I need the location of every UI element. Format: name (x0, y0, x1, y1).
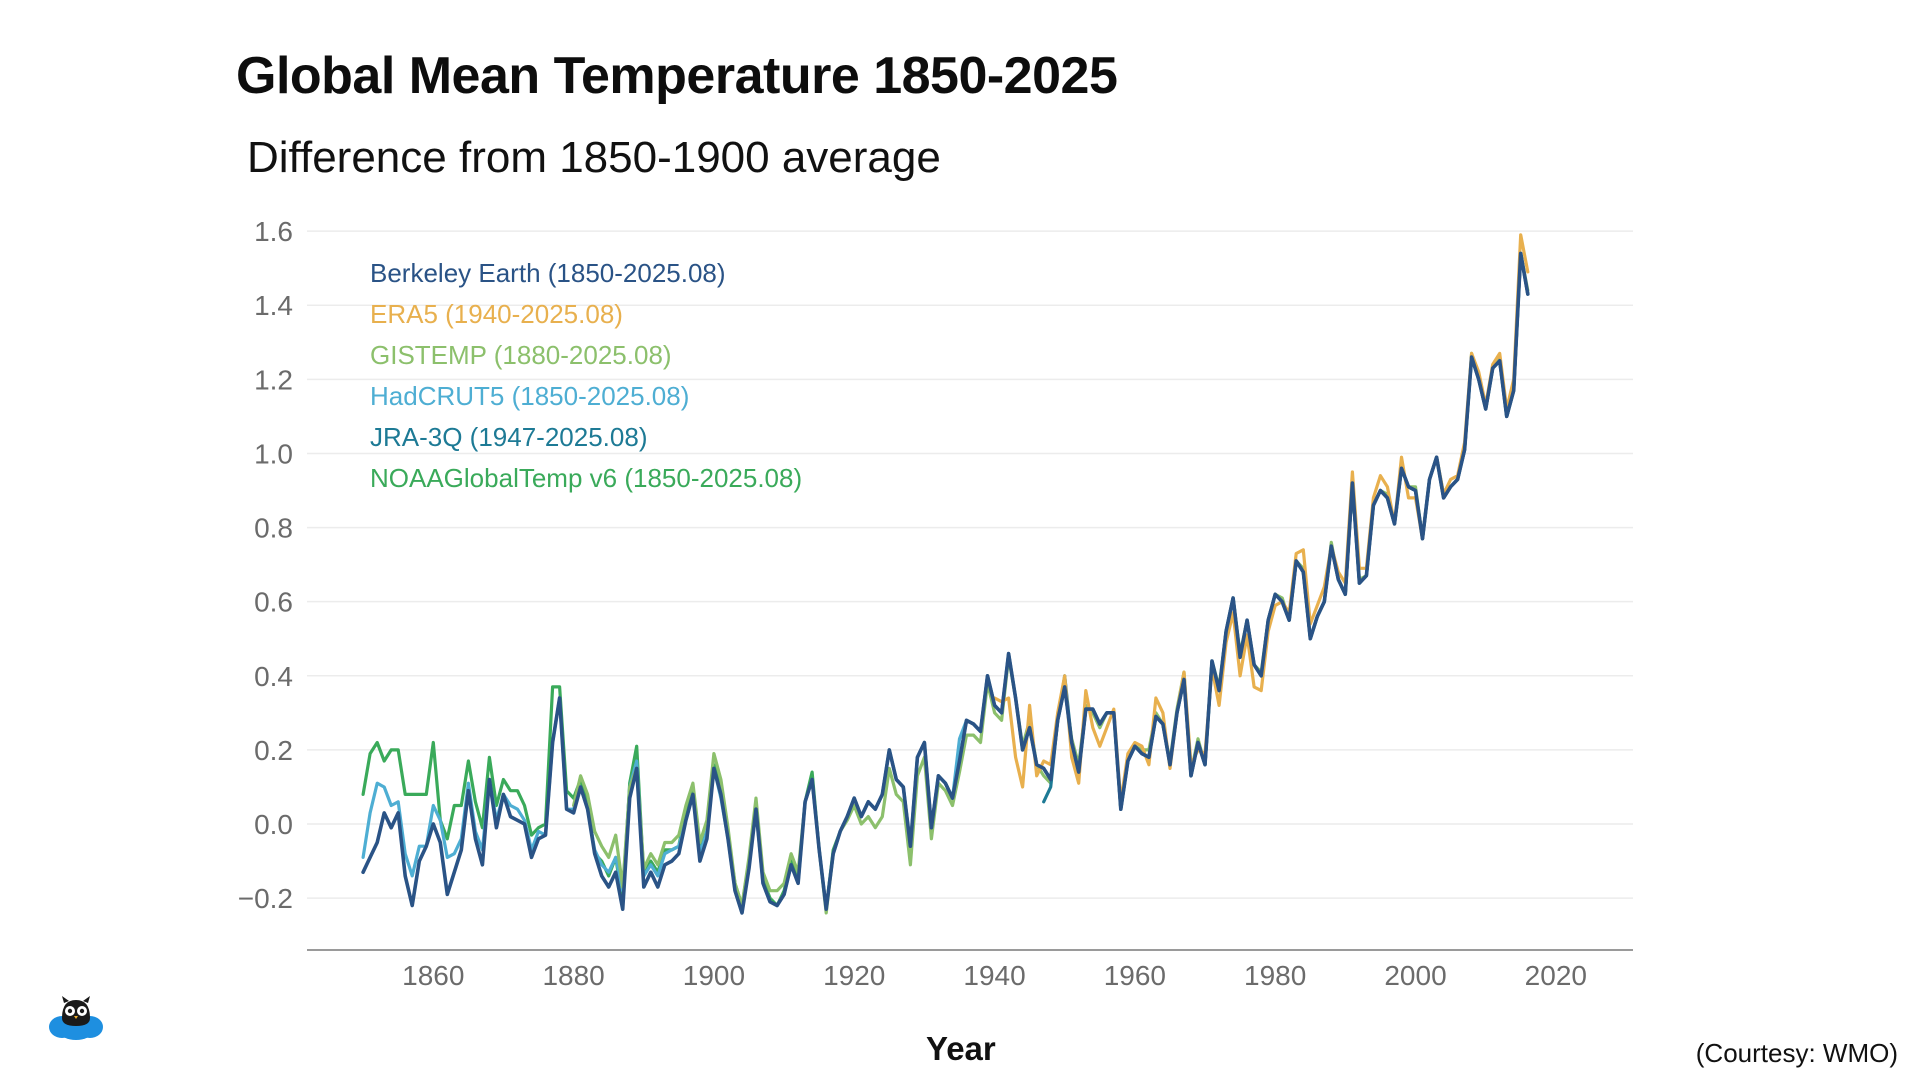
owl-cloud-icon (49, 996, 103, 1040)
series-line (992, 233, 1530, 804)
x-tick-label: 2020 (1525, 960, 1587, 991)
y-tick-label: 1.2 (254, 364, 293, 395)
series-lines (361, 233, 1530, 915)
x-tick-label: 2000 (1384, 960, 1446, 991)
axes: 1.6 1.4 1.2 1.0 0.8 0.6 0.4 0.2 0.0 −0.2 1860 1880 1… (238, 216, 1633, 991)
y-tick-label: 0.2 (254, 735, 293, 766)
y-tick-label: 1.6 (254, 216, 293, 247)
y-tick-label: 1.4 (254, 290, 293, 321)
x-tick-label: 1960 (1104, 960, 1166, 991)
y-tick-label: −0.2 (238, 883, 293, 914)
series-line (571, 251, 1530, 915)
x-tick-label: 1880 (542, 960, 604, 991)
y-tick-label: 0.8 (254, 513, 293, 544)
legend: Berkeley Earth (1850-2025.08) ERA5 (1940-… (370, 258, 802, 493)
y-tick-label: 1.0 (254, 438, 293, 469)
legend-entry: NOAAGlobalTemp v6 (1850-2025.08) (370, 463, 802, 493)
x-tick-label: 1920 (823, 960, 885, 991)
x-axis-label: Year (926, 1030, 996, 1067)
page-title: Global Mean Temperature 1850-2025 (236, 47, 1118, 105)
x-tick-label: 1940 (963, 960, 1025, 991)
legend-entry: GISTEMP (1880-2025.08) (370, 340, 672, 370)
gridlines (307, 230, 1633, 899)
x-tick-label: 1860 (402, 960, 464, 991)
y-tick-label: 0.4 (254, 661, 293, 692)
credit-text: (Courtesy: WMO) (1695, 1038, 1898, 1068)
x-tick-label: 1900 (683, 960, 745, 991)
legend-entry: Berkeley Earth (1850-2025.08) (370, 258, 726, 288)
page-subtitle: Difference from 1850-1900 average (247, 133, 941, 182)
legend-entry: HadCRUT5 (1850-2025.08) (370, 381, 689, 411)
y-tick-label: 0.0 (254, 809, 293, 840)
x-tick-label: 1980 (1244, 960, 1306, 991)
series-line (361, 251, 1530, 915)
y-tick-label: 0.6 (254, 587, 293, 618)
legend-entry: JRA-3Q (1947-2025.08) (370, 422, 647, 452)
legend-entry: ERA5 (1940-2025.08) (370, 299, 623, 329)
